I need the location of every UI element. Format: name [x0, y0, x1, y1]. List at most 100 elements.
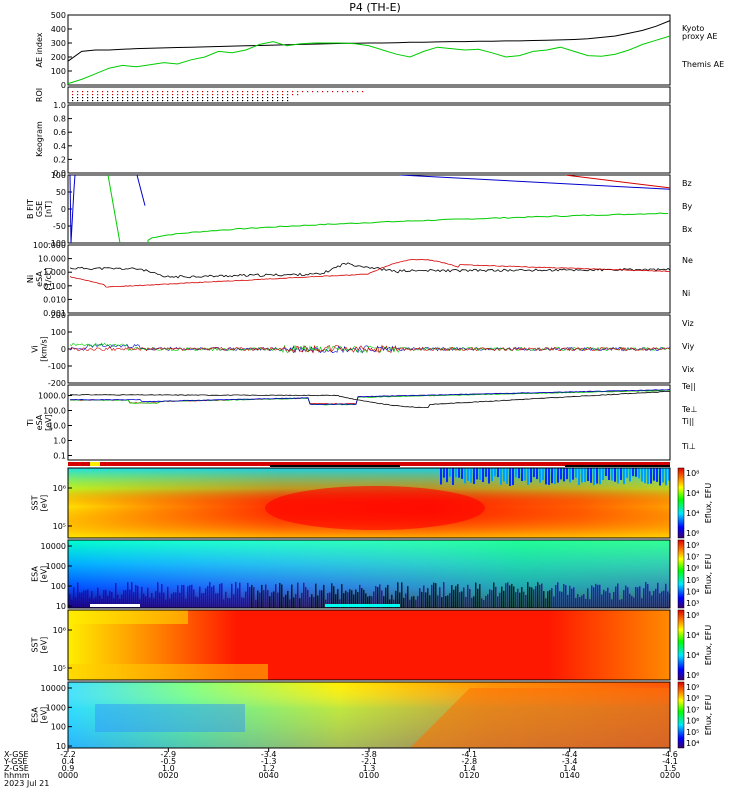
roi-dot [127, 91, 129, 93]
roi-dot [257, 94, 259, 96]
esa-e-noise [83, 590, 85, 608]
roi-dot [312, 91, 314, 93]
vi-ylabel: Vi [km/s] [31, 336, 49, 362]
esa-e-noise [347, 592, 349, 608]
roi-dot [227, 97, 229, 99]
sst-e-stripe [443, 468, 445, 478]
sst_e-ylabel: SST [eV] [31, 495, 49, 512]
xaxis-tick-label: -3.4 [562, 757, 578, 766]
ti-ti-par [69, 389, 671, 406]
esa-e-noise [627, 587, 629, 608]
sst-e-stripe [536, 468, 538, 480]
roi-dot [292, 91, 294, 93]
esa-e-noise [517, 588, 519, 608]
xaxis-row-label-2: Z-GSE [4, 764, 29, 773]
bfit-bx-drop [136, 175, 146, 206]
esa-e-noise [217, 593, 219, 608]
bfit-bx-start [69, 175, 76, 243]
esa_i-ytick-label: 1000 [46, 703, 66, 712]
ti-ti-perp [69, 389, 671, 405]
vi-ytick-label: 100 [51, 328, 66, 337]
roi-dot [192, 94, 194, 96]
esa-e-noise [637, 587, 639, 608]
roi-dot [162, 97, 164, 99]
roi-dot [287, 100, 289, 102]
sst-e-stripe [605, 468, 607, 477]
sst-e-stripe [608, 468, 610, 480]
ae-ytick-label: 400 [51, 25, 66, 34]
xaxis-tick-label: -3.4 [261, 750, 277, 759]
roi-dot [272, 94, 274, 96]
esa-e-noise [197, 597, 199, 608]
esa-e-noise [335, 594, 337, 608]
esa-e-noise [511, 583, 513, 608]
esa-e-noise [135, 584, 137, 608]
roi-dot [102, 100, 104, 102]
esa-e-noise [467, 584, 469, 608]
ti-ylabel: Ti eSA [eV] [26, 414, 53, 431]
sst_e-cbar-tick: 10⁶ [686, 529, 699, 538]
esa-e-noise [291, 584, 293, 608]
esa-e-noise [271, 592, 273, 608]
esa-e-noise [493, 582, 495, 608]
roi-dot [172, 91, 174, 93]
ae-ytick-label: 200 [51, 53, 66, 62]
esa-e-noise [221, 583, 223, 608]
xaxis-tick-label: 0000 [58, 771, 78, 780]
esa-e-noise [153, 598, 155, 608]
esa-e-noise [185, 598, 187, 608]
esa_i-cbar-tick: 10⁴ [686, 739, 699, 748]
ae-ytick-label: 0 [61, 81, 66, 90]
esa-e-noise [403, 597, 405, 608]
roi-dot [162, 91, 164, 93]
sst-e-stripe [551, 468, 553, 484]
esa-e-noise [641, 598, 643, 608]
sst_i-cbar-tick: 10⁴ [686, 631, 699, 640]
ni-series [69, 262, 671, 279]
xaxis-tick-label: -2.9 [161, 750, 177, 759]
roi-dot [137, 100, 139, 102]
esa-e-noise [241, 597, 243, 608]
esa-e-noise [643, 588, 645, 608]
roi-dot [277, 100, 279, 102]
esa-e-noise [465, 596, 467, 608]
sst-e-stripe [467, 468, 469, 481]
roi-dot [192, 97, 194, 99]
esa-e-noise [343, 593, 345, 608]
roi-dot [357, 91, 359, 93]
xaxis-tick-label: -2.2 [60, 750, 76, 759]
esa-e-noise [509, 585, 511, 608]
esa-e-noise [105, 589, 107, 608]
esa_i-cbar-label: Eflux, EFU [704, 695, 713, 736]
xaxis-tick-label: -1.3 [261, 757, 277, 766]
sst-e-stripe [518, 468, 520, 479]
sst-e-stripe [500, 468, 502, 485]
roi-dot [197, 94, 199, 96]
esa-e-noise [173, 592, 175, 608]
vi-ytick-label: 0 [61, 345, 66, 354]
keogram-ytick-label: 0.4 [53, 142, 66, 151]
roi-dot [202, 97, 204, 99]
esa-e-noise [433, 582, 435, 608]
esa-e-noise [155, 591, 157, 608]
roi-dot [107, 97, 109, 99]
ae-legend-themis: Themis AE [681, 60, 724, 69]
esa-e-noise [571, 588, 573, 608]
roi-dot [97, 100, 99, 102]
esa-e-noise [277, 592, 279, 608]
xaxis-tick-label: -2.8 [462, 757, 478, 766]
esa-e-noise [73, 587, 75, 608]
esa-e-noise [575, 598, 577, 608]
esa-e-noise [547, 591, 549, 608]
roi-dot [152, 97, 154, 99]
sst-e-stripe [461, 468, 463, 479]
esa-e-noise [459, 592, 461, 608]
esa-e-noise [389, 599, 391, 608]
roi-dot [247, 97, 249, 99]
esa-e-noise [427, 588, 429, 608]
roi-ylabel-line: ROI [35, 88, 44, 102]
esa-e-noise [379, 584, 381, 608]
esa-e-noise [473, 596, 475, 608]
esa-e-noise [313, 596, 315, 608]
roi-dot [92, 94, 94, 96]
